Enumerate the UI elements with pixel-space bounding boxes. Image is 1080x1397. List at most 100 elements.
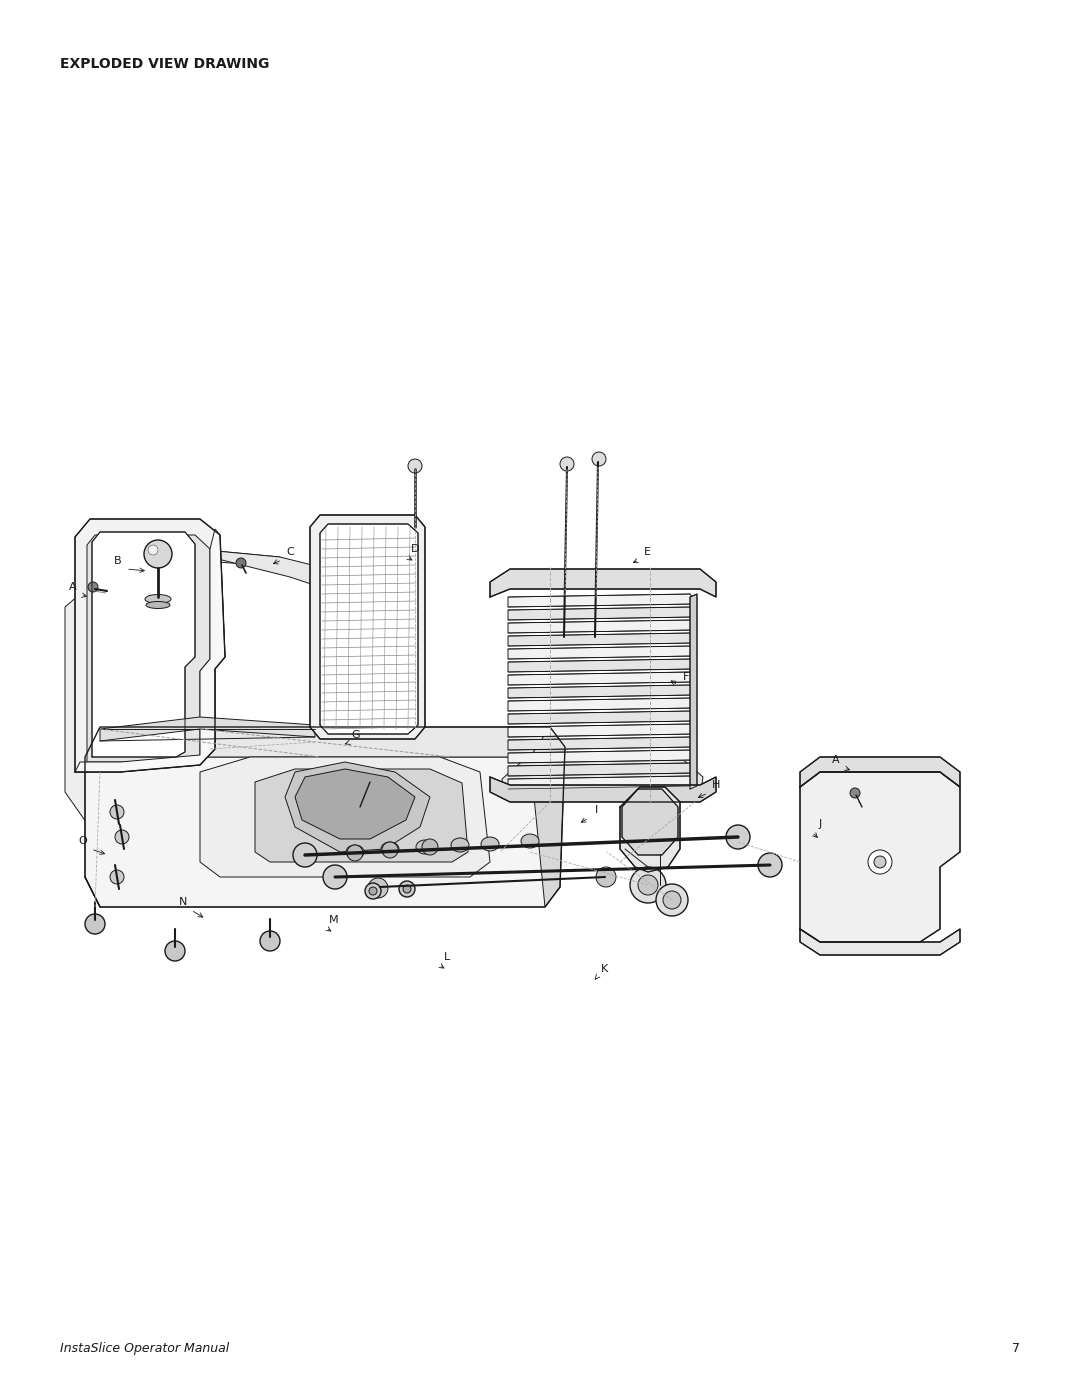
Polygon shape [800, 773, 960, 942]
Ellipse shape [521, 834, 539, 848]
Polygon shape [508, 608, 697, 620]
Polygon shape [690, 594, 697, 789]
Polygon shape [508, 645, 697, 659]
Polygon shape [508, 672, 697, 685]
Polygon shape [490, 569, 716, 597]
Circle shape [347, 845, 363, 861]
Circle shape [850, 788, 860, 798]
Text: G: G [352, 731, 361, 740]
Polygon shape [502, 757, 703, 799]
Text: H: H [712, 780, 720, 789]
Polygon shape [508, 763, 697, 775]
Circle shape [85, 914, 105, 935]
Polygon shape [490, 777, 716, 802]
Circle shape [592, 453, 606, 467]
Circle shape [369, 887, 377, 895]
Polygon shape [195, 549, 320, 587]
Circle shape [596, 868, 616, 887]
Text: EXPLODED VIEW DRAWING: EXPLODED VIEW DRAWING [60, 57, 269, 71]
Circle shape [110, 805, 124, 819]
Polygon shape [508, 594, 697, 608]
Ellipse shape [416, 840, 434, 854]
Text: B: B [114, 556, 122, 566]
Text: I: I [595, 805, 598, 814]
Polygon shape [310, 515, 426, 739]
Polygon shape [800, 757, 960, 787]
Text: E: E [644, 548, 650, 557]
Text: F: F [683, 672, 689, 682]
Text: K: K [602, 964, 609, 974]
Circle shape [403, 886, 411, 893]
Polygon shape [255, 768, 468, 862]
Text: J: J [819, 819, 822, 828]
Polygon shape [92, 532, 195, 757]
Polygon shape [530, 726, 565, 907]
Circle shape [726, 826, 750, 849]
Circle shape [663, 891, 681, 909]
Polygon shape [620, 787, 680, 872]
Polygon shape [508, 685, 697, 698]
Circle shape [656, 884, 688, 916]
Text: D: D [410, 543, 419, 555]
Circle shape [293, 842, 318, 868]
Polygon shape [508, 775, 697, 789]
Ellipse shape [451, 838, 469, 852]
Text: A: A [833, 754, 840, 766]
Text: C: C [286, 548, 294, 557]
Circle shape [323, 865, 347, 888]
Circle shape [237, 557, 246, 569]
Circle shape [399, 882, 415, 897]
Polygon shape [508, 711, 697, 724]
Circle shape [114, 830, 129, 844]
Ellipse shape [346, 845, 364, 859]
Polygon shape [85, 726, 565, 757]
Circle shape [260, 930, 280, 951]
Circle shape [868, 849, 892, 875]
Ellipse shape [145, 595, 171, 604]
Text: O: O [79, 835, 87, 847]
Circle shape [144, 541, 172, 569]
Polygon shape [508, 738, 697, 750]
Circle shape [422, 840, 438, 855]
Circle shape [365, 883, 381, 900]
Circle shape [368, 877, 388, 898]
Polygon shape [508, 750, 697, 763]
Circle shape [110, 870, 124, 884]
Polygon shape [85, 757, 561, 907]
Text: L: L [444, 951, 450, 963]
Polygon shape [65, 577, 114, 842]
Polygon shape [508, 633, 697, 645]
Text: InstaSlice Operator Manual: InstaSlice Operator Manual [60, 1343, 229, 1355]
Circle shape [638, 875, 658, 895]
Polygon shape [75, 520, 225, 773]
Polygon shape [622, 789, 678, 855]
Polygon shape [285, 761, 430, 852]
Circle shape [87, 583, 98, 592]
Text: M: M [329, 915, 339, 925]
Polygon shape [87, 535, 210, 761]
Polygon shape [295, 768, 415, 840]
Ellipse shape [381, 842, 399, 856]
Ellipse shape [146, 602, 170, 609]
Polygon shape [75, 529, 225, 773]
Polygon shape [508, 724, 697, 738]
Polygon shape [320, 524, 418, 733]
Polygon shape [100, 717, 315, 740]
Circle shape [874, 856, 886, 868]
Polygon shape [800, 929, 960, 956]
Circle shape [408, 460, 422, 474]
Circle shape [319, 724, 330, 735]
Text: 7: 7 [1012, 1343, 1020, 1355]
Polygon shape [508, 698, 697, 711]
Circle shape [148, 545, 158, 555]
Polygon shape [200, 757, 490, 877]
Circle shape [758, 854, 782, 877]
Text: A: A [69, 583, 77, 592]
Ellipse shape [481, 837, 499, 851]
Polygon shape [100, 549, 210, 717]
Text: N: N [179, 897, 187, 907]
Circle shape [561, 457, 573, 471]
Polygon shape [508, 659, 697, 672]
Circle shape [165, 942, 185, 961]
Circle shape [630, 868, 666, 902]
